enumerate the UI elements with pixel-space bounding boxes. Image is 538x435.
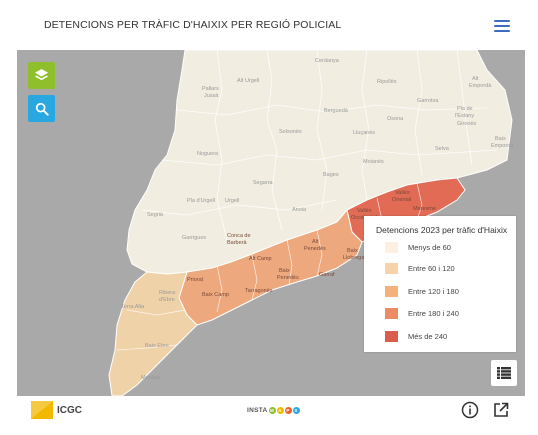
svg-text:Baix Camp: Baix Camp <box>202 292 229 298</box>
svg-text:Priorat: Priorat <box>187 277 204 283</box>
legend-swatch <box>385 331 398 342</box>
legend-swatch <box>385 308 398 319</box>
svg-text:Alt: Alt <box>312 239 319 245</box>
legend-item: Menys de 60 <box>385 241 451 254</box>
instamaps-letter: A <box>276 407 284 414</box>
instamaps-letter: P <box>284 407 292 414</box>
svg-text:Segrià: Segrià <box>147 212 164 218</box>
svg-text:Vallès: Vallès <box>357 208 372 214</box>
svg-text:Noguera: Noguera <box>197 151 219 157</box>
legend-label: Menys de 60 <box>408 243 451 252</box>
layers-icon <box>34 68 49 81</box>
svg-text:Baix: Baix <box>279 268 290 274</box>
svg-text:Selva: Selva <box>435 146 450 152</box>
region-camp-tarragona-metropolitana-sud[interactable] <box>178 208 363 326</box>
svg-text:Garraf: Garraf <box>319 272 335 278</box>
svg-text:Berguedà: Berguedà <box>324 108 349 114</box>
svg-text:Segarra: Segarra <box>253 180 274 186</box>
svg-text:Oriental: Oriental <box>392 197 411 203</box>
svg-text:Osona: Osona <box>387 116 404 122</box>
external-link-icon <box>494 402 509 417</box>
svg-text:Penedès: Penedès <box>304 246 326 252</box>
svg-text:Lluçanès: Lluçanès <box>353 130 375 136</box>
legend-swatch <box>385 286 398 297</box>
app-header: DETENCIONS PER TRÀFIC D'HAIXIX PER REGIÓ… <box>17 4 525 50</box>
catalonia-map: Cerdanya Alt Urgell Ripollès Alt Empordà… <box>108 50 514 396</box>
legend-title: Detencions 2023 per tràfic d'Haixix <box>376 225 508 235</box>
legend-item: Més de 240 <box>385 330 447 343</box>
svg-text:Maresme: Maresme <box>413 206 436 212</box>
search-button[interactable] <box>28 95 55 122</box>
instamaps-letter: M <box>268 407 276 414</box>
svg-text:Alt: Alt <box>472 76 479 82</box>
svg-text:Jussà: Jussà <box>204 93 219 99</box>
table-button[interactable] <box>491 360 517 386</box>
svg-text:Vallès: Vallès <box>395 190 410 196</box>
svg-text:Alt Camp: Alt Camp <box>249 256 272 262</box>
svg-text:Solsonès: Solsonès <box>279 129 302 135</box>
svg-text:Garrotxa: Garrotxa <box>417 98 439 104</box>
search-icon <box>35 102 49 116</box>
svg-text:d'Ebre: d'Ebre <box>159 297 175 303</box>
icgc-logo-text: ICGC <box>57 404 82 416</box>
app-frame: Cerdanya Alt Urgell Ripollès Alt Empordà… <box>17 4 525 427</box>
legend-item: Entre 120 i 180 <box>385 285 459 298</box>
svg-text:Gironès: Gironès <box>457 121 477 127</box>
svg-text:Barberà: Barberà <box>227 240 248 246</box>
svg-text:Anoia: Anoia <box>292 207 307 213</box>
instamaps-text: INSTA <box>247 407 268 414</box>
region-terres-ebre[interactable] <box>108 271 198 396</box>
svg-text:Pallars: Pallars <box>202 86 219 92</box>
svg-text:Pla d'Urgell: Pla d'Urgell <box>187 198 215 204</box>
svg-text:Garrigues: Garrigues <box>182 235 206 241</box>
icgc-logo[interactable]: ICGC <box>31 401 82 419</box>
table-icon <box>497 367 511 379</box>
svg-text:Urgell: Urgell <box>225 198 239 204</box>
legend-swatch <box>385 263 398 274</box>
layers-button[interactable] <box>28 62 55 89</box>
svg-text:Terra Alta: Terra Alta <box>121 304 145 310</box>
svg-text:Baix: Baix <box>347 248 358 254</box>
external-link-button[interactable] <box>492 401 512 421</box>
comarca-borders <box>141 50 498 241</box>
icgc-logo-icon <box>31 401 53 419</box>
app-footer: ICGC INSTA M A P S <box>17 396 525 427</box>
svg-text:Alt Urgell: Alt Urgell <box>237 78 259 84</box>
legend-item: Entre 60 i 120 <box>385 262 455 275</box>
info-button[interactable] <box>461 401 481 421</box>
map-legend: Detencions 2023 per tràfic d'Haixix Meny… <box>364 216 516 352</box>
svg-text:Pla de: Pla de <box>457 106 473 112</box>
svg-text:Baix: Baix <box>495 136 506 142</box>
svg-text:Empordà: Empordà <box>491 143 514 149</box>
instamaps-letter: S <box>292 407 300 414</box>
legend-label: Més de 240 <box>408 332 448 341</box>
legend-label: Entre 120 i 180 <box>408 287 459 296</box>
svg-text:Cerdanya: Cerdanya <box>315 58 340 64</box>
svg-text:Ripollès: Ripollès <box>377 79 397 85</box>
svg-text:Llobregat: Llobregat <box>343 255 366 261</box>
info-icon <box>461 401 479 419</box>
page-title: DETENCIONS PER TRÀFIC D'HAIXIX PER REGIÓ… <box>44 19 342 31</box>
legend-label: Entre 60 i 120 <box>408 264 455 273</box>
svg-text:Montsià: Montsià <box>141 375 161 381</box>
svg-text:Baix Ebre: Baix Ebre <box>145 343 169 349</box>
svg-text:Tarragonès: Tarragonès <box>245 288 273 294</box>
place-labels: Cerdanya Alt Urgell Ripollès Alt Empordà… <box>121 58 514 381</box>
svg-text:Bages: Bages <box>323 172 339 178</box>
menu-icon[interactable] <box>494 20 510 32</box>
svg-text:Empordà: Empordà <box>469 83 492 89</box>
svg-text:Penedès: Penedès <box>277 275 299 281</box>
instamaps-logo[interactable]: INSTA M A P S <box>247 407 300 414</box>
svg-text:l'Estany: l'Estany <box>455 113 474 119</box>
svg-text:Conca de: Conca de <box>227 233 251 239</box>
svg-text:Ribera: Ribera <box>159 290 176 296</box>
svg-text:Moianès: Moianès <box>363 159 384 165</box>
legend-label: Entre 180 i 240 <box>408 309 459 318</box>
legend-item: Entre 180 i 240 <box>385 307 459 320</box>
legend-swatch <box>385 242 398 253</box>
